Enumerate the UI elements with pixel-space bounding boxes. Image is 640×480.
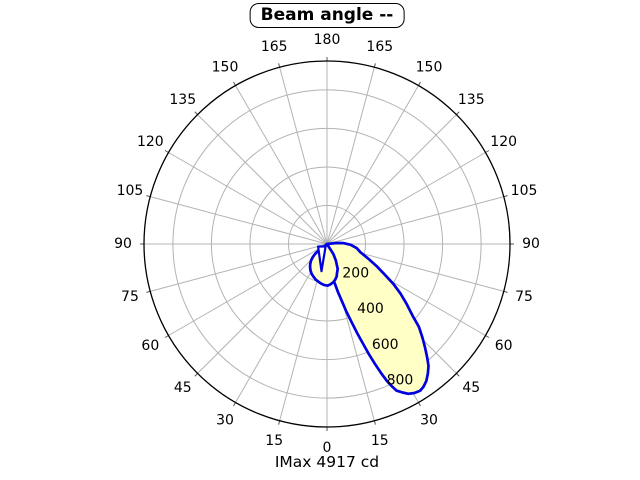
angle-tick: [146, 290, 151, 293]
grid-spoke: [279, 67, 328, 245]
angle-label: 75: [121, 289, 139, 305]
imax-label: IMax 4917 cd: [274, 453, 380, 471]
angle-label: 135: [169, 92, 196, 108]
grid-spoke: [197, 114, 328, 245]
angle-label: 30: [420, 413, 438, 429]
angle-tick: [233, 81, 236, 86]
grid-spoke: [150, 243, 328, 292]
angle-tick: [164, 150, 169, 153]
angle-tick: [194, 373, 198, 377]
grid-spoke: [235, 85, 328, 245]
angle-label: 165: [366, 39, 393, 55]
notch-curve: [317, 245, 327, 273]
grid-spoke: [326, 67, 375, 245]
grid-spoke: [326, 196, 504, 245]
angle-tick: [373, 63, 376, 68]
angle-label: 105: [117, 183, 144, 199]
outer-ring: [143, 60, 511, 428]
angle-tick: [278, 63, 281, 68]
angle-label: 120: [137, 134, 164, 150]
angle-label: 0: [323, 440, 332, 456]
angle-tick: [503, 195, 508, 198]
angle-tick: [194, 111, 198, 115]
angle-label: 15: [265, 433, 283, 449]
angle-label: 90: [522, 236, 540, 252]
angle-label: 165: [261, 39, 288, 55]
angle-tick: [456, 111, 460, 115]
angle-label: 90: [114, 236, 132, 252]
grid-spoke: [150, 196, 328, 245]
angle-label: 105: [511, 183, 538, 199]
grid-spoke: [326, 114, 457, 245]
grid-spoke: [326, 85, 419, 245]
angle-label: 150: [416, 59, 443, 75]
main-lobe-curve: [325, 241, 430, 396]
angle-label: 75: [515, 289, 533, 305]
angle-label: 120: [490, 134, 517, 150]
angle-label: 30: [216, 413, 234, 429]
angle-label: 180: [314, 32, 341, 48]
angle-tick: [233, 402, 236, 407]
secondary-lobe-curve: [308, 242, 340, 287]
chart-title: Beam angle --: [260, 5, 394, 25]
angle-tick: [503, 290, 508, 293]
angle-label: 45: [462, 380, 480, 396]
radial-tick-label: 400: [357, 301, 384, 317]
angle-tick: [373, 420, 376, 425]
angle-tick: [164, 335, 169, 338]
angle-label: 135: [458, 92, 485, 108]
chart-title-box: Beam angle --: [249, 3, 405, 28]
angle-tick: [146, 195, 151, 198]
radial-tick-label: 600: [372, 337, 399, 353]
grid-spoke: [197, 243, 328, 374]
angle-label: 15: [371, 433, 389, 449]
angle-label: 60: [141, 338, 159, 354]
angle-tick: [485, 150, 490, 153]
angle-label: 45: [174, 380, 192, 396]
radial-tick-label: 200: [342, 266, 369, 282]
grid-spoke: [168, 152, 328, 245]
angle-tick: [456, 373, 460, 377]
angle-tick: [418, 402, 421, 407]
angle-label: 150: [212, 59, 239, 75]
angle-tick: [278, 420, 281, 425]
grid-spoke: [326, 152, 486, 245]
radial-tick-label: 800: [387, 372, 414, 388]
angle-tick: [485, 335, 490, 338]
angle-tick: [418, 81, 421, 86]
angle-label: 60: [495, 338, 513, 354]
grid-spoke: [168, 243, 328, 336]
